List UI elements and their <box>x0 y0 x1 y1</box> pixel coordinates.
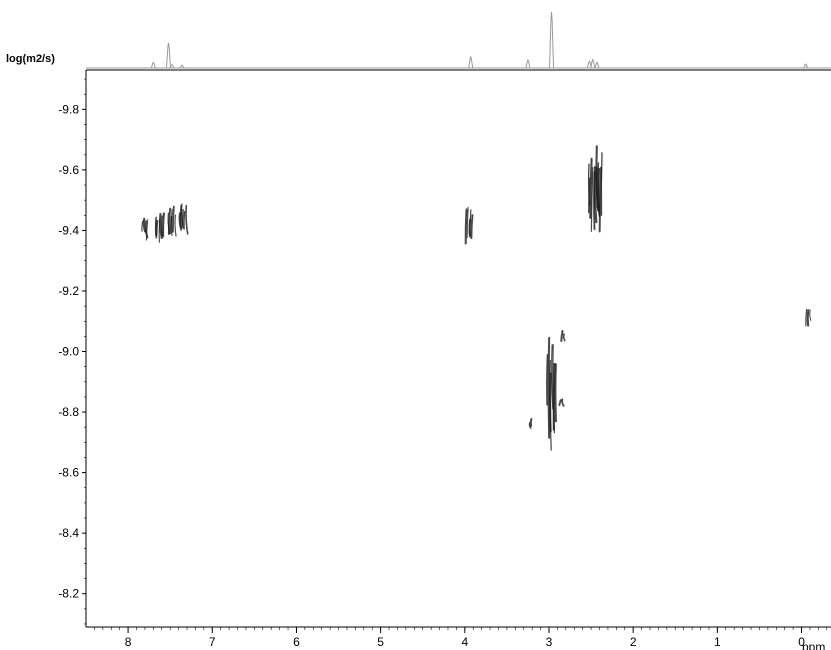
y-tick-label-7: -8.4 <box>58 526 79 540</box>
contour-strand <box>558 399 562 407</box>
contour-peak-11 <box>805 308 812 327</box>
contour-peak-4 <box>464 206 474 245</box>
contour-strand <box>809 309 812 321</box>
spectrum-peak-10 <box>803 63 809 69</box>
y-axis-title: log(m2/s) <box>6 53 55 65</box>
contour-strand <box>595 145 599 209</box>
spectrum-peak-0 <box>150 61 156 69</box>
x-axis: 8 7 6 5 4 3 2 1 0 <box>94 627 828 649</box>
contour-strand <box>181 208 184 229</box>
contour-strand <box>597 162 601 218</box>
contour-peak-10 <box>558 398 565 407</box>
contour-strand <box>528 422 532 430</box>
contour-peak-3 <box>178 203 189 235</box>
x-tick-label-6: 2 <box>630 635 637 649</box>
x-tick-label-4: 4 <box>461 635 468 649</box>
contour-strand <box>144 220 149 239</box>
y-tick-label-8: -8.2 <box>58 587 79 601</box>
contour-strand <box>587 163 591 206</box>
y-tick-label-0: -9.8 <box>58 102 79 116</box>
spectrum-peak-5 <box>525 59 531 69</box>
contour-peak-6 <box>595 145 603 233</box>
spectrum-peak-1 <box>165 42 171 69</box>
x-axis-title: ppm <box>802 640 825 650</box>
y-tick-label-1: -9.6 <box>58 163 79 177</box>
contour-peak-0 <box>141 217 149 241</box>
contour-strand <box>562 333 566 342</box>
x-tick-label-0: 8 <box>125 635 132 649</box>
x-tick-label-8: 0 <box>798 635 805 649</box>
contour-strand <box>154 216 158 239</box>
x-tick-label-1: 7 <box>209 635 216 649</box>
contour-strand <box>161 212 165 238</box>
contour-strand <box>171 205 175 233</box>
projection-spectrum <box>86 11 831 69</box>
contour-strand <box>464 208 468 245</box>
x-tick-label-2: 6 <box>293 635 300 649</box>
contour-strand <box>549 359 552 451</box>
contour-peak-8 <box>560 330 566 343</box>
y-tick-label-4: -9.0 <box>58 345 79 359</box>
spectrum-peak-8 <box>590 58 596 69</box>
spectrum-peak-2 <box>169 63 175 69</box>
contour-strand <box>551 344 554 410</box>
contour-strand <box>158 219 161 243</box>
contour-strand <box>185 204 189 235</box>
contour-strand <box>159 212 163 240</box>
contour-strand <box>593 171 596 231</box>
contour-strand <box>561 398 565 407</box>
contour-strand <box>547 336 551 439</box>
contour-strand <box>468 218 472 238</box>
contour-strand <box>552 343 555 434</box>
y-tick-label-5: -8.8 <box>58 405 79 419</box>
spectrum-peak-9 <box>594 61 600 69</box>
x-tick-label-3: 5 <box>377 635 384 649</box>
contour-strand <box>470 214 474 240</box>
contour-strand <box>174 214 177 237</box>
contour-strand <box>806 309 810 327</box>
contour-peaks <box>141 145 812 451</box>
contour-peak-7 <box>546 336 557 451</box>
contour-strand <box>466 206 469 239</box>
contour-strand <box>142 217 147 233</box>
y-tick-label-6: -8.6 <box>58 466 79 480</box>
contour-strand <box>167 212 171 234</box>
y-tick-label-2: -9.4 <box>58 223 79 237</box>
contour-peak-2 <box>167 205 177 237</box>
plot-frame <box>85 69 831 628</box>
y-tick-label-3: -9.2 <box>58 284 79 298</box>
spectrum-peak-6 <box>549 11 555 69</box>
x-tick-label-5: 3 <box>546 635 553 649</box>
spectrum-peak-4 <box>468 55 474 69</box>
contour-strand <box>169 215 173 235</box>
contour-peak-9 <box>528 417 533 430</box>
contour-strand <box>178 212 182 229</box>
contour-strand <box>598 166 603 233</box>
contour-strand <box>183 211 186 230</box>
contour-strand <box>590 166 594 232</box>
spectrum-peak-3 <box>179 64 185 69</box>
contour-strand <box>546 353 549 406</box>
contour-strand <box>589 157 593 219</box>
x-tick-label-7: 1 <box>714 635 721 649</box>
contour-strand <box>141 220 144 232</box>
contour-strand <box>554 363 557 423</box>
contour-peak-1 <box>154 212 165 243</box>
spectrum-peak-7 <box>586 60 592 69</box>
contour-strand <box>529 417 533 428</box>
contour-strand <box>805 308 808 327</box>
contour-strand <box>560 330 564 343</box>
y-axis: -9.8 -9.6 -9.4 -9.2 -9.0 -8.8 -8.6 -8.4 -8.2 <box>58 78 86 625</box>
